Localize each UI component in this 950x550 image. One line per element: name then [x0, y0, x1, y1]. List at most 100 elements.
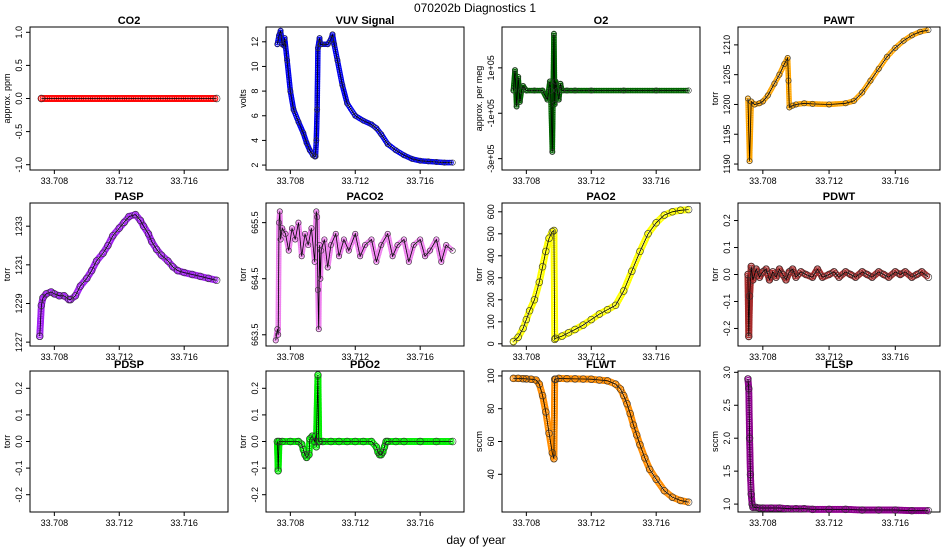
pdwt-title: PDWT: [823, 191, 856, 203]
co2-xtick-label: 33.712: [105, 176, 133, 186]
pao2-data-point: [558, 332, 566, 340]
vuv-signal-data-point: [295, 118, 302, 125]
o2-data-point: [531, 87, 538, 94]
pdwt-data-point: [841, 268, 850, 276]
pdwt-data-point: [818, 273, 827, 281]
pawt-xtick-label: 33.708: [749, 176, 777, 186]
pdwt-data-point: [749, 276, 757, 284]
pao2-data-point: [542, 247, 550, 256]
pasp-ytick-label: 1229: [14, 293, 24, 313]
pdwt-ytick-label: -0.2: [722, 321, 732, 337]
pdo2-xtick-label: 33.716: [406, 518, 434, 528]
pdwt-data-point: [901, 268, 909, 276]
flsp-data-point: [775, 504, 784, 512]
pawt-data-point: [744, 95, 751, 102]
pasp-data-point: [42, 290, 50, 298]
flsp-data-point: [745, 385, 753, 393]
pawt-ytick-label: 1210: [722, 35, 732, 55]
vuv-signal-ytick-label: 12: [250, 37, 260, 47]
flwt-title: FLWT: [586, 359, 616, 371]
flwt-data-point: [616, 385, 625, 393]
paco2-data-point: [324, 264, 331, 271]
pdo2-data-point: [273, 437, 282, 446]
o2-data-point: [549, 148, 556, 155]
pasp-data-point: [83, 274, 91, 283]
pdwt-sample-marker: [840, 269, 848, 277]
paco2-data-point: [274, 326, 281, 333]
flsp-data-point: [792, 505, 800, 513]
o2-ylabel: approx. per meg: [474, 66, 484, 132]
panel-pawt: PAWT torr 33.708 33.712 33.716 1190 1195 1200 12…: [710, 15, 941, 186]
flwt-ylabel: sccm: [474, 431, 484, 452]
figure-xlabel: day of year: [446, 533, 505, 547]
pawt-sample-marker: [892, 45, 899, 51]
pasp-data-point: [164, 257, 172, 265]
pdwt-sample-marker: [923, 272, 931, 280]
pdsp-xtick-label: 33.716: [170, 518, 198, 528]
vuv-signal-data-point: [312, 153, 319, 160]
paco2-data-point: [316, 242, 323, 249]
flsp-data-point: [767, 504, 775, 512]
flwt-data-point: [555, 374, 563, 383]
vuv-signal-data-point: [344, 100, 351, 107]
vuv-signal-data-point: [274, 41, 281, 48]
paco2-series-line: [275, 211, 453, 341]
pasp-data-point: [109, 232, 117, 240]
vuv-signal-data-point: [331, 41, 338, 48]
vuv-signal-data-point: [400, 152, 407, 159]
paco2-plot-frame: [265, 202, 465, 347]
o2-data-point: [685, 87, 692, 94]
vuv-signal-data-point: [316, 35, 323, 42]
pdo2-data-point: [382, 437, 390, 446]
co2-xtick-label: 33.708: [41, 176, 69, 186]
pdo2-ytick-label: 0.1: [250, 409, 260, 422]
pdwt-data-point: [782, 276, 790, 284]
paco2-title: PACO2: [346, 191, 383, 203]
flsp-data-point: [747, 490, 755, 498]
pdwt-xtick-label: 33.716: [882, 352, 910, 362]
pasp-data-point: [37, 301, 46, 310]
pdo2-data-point: [379, 448, 387, 456]
pao2-data-point: [551, 334, 560, 342]
pasp-data-point: [196, 272, 205, 281]
pawt-data-point: [759, 98, 766, 105]
pawt-sample-marker: [852, 96, 859, 103]
flwt-data-point: [595, 376, 604, 384]
pdwt-data-point: [884, 273, 893, 281]
flsp-ytick-label: 1.5: [722, 465, 732, 478]
pasp-data-point: [99, 249, 107, 257]
pasp-data-point: [131, 210, 140, 219]
pdsp-xtick-label: 33.712: [105, 518, 133, 528]
vuv-signal-data-point: [300, 130, 307, 137]
flwt-data-point: [535, 380, 544, 388]
pdo2-data-point: [302, 453, 311, 462]
pawt-sample-marker: [854, 94, 861, 101]
pdo2-data-point: [367, 437, 376, 446]
pao2-data-point: [603, 306, 612, 314]
pdo2-xtick-label: 33.708: [277, 518, 305, 528]
flwt-data-point: [571, 375, 579, 383]
pdo2-data-point: [314, 371, 322, 379]
paco2-xtick-label: 33.708: [277, 352, 305, 362]
flsp-xtick-label: 33.708: [749, 518, 777, 528]
vuv-signal-series-line: [277, 30, 453, 164]
pawt-data-point: [842, 100, 849, 107]
pdsp-ytick-label: 0.2: [14, 382, 24, 395]
flwt-data-point: [548, 449, 557, 457]
vuv-signal-data-point: [280, 42, 287, 49]
paco2-data-point: [285, 247, 292, 254]
pao2-data-point: [522, 315, 531, 324]
pdo2-ytick-label: 0.0: [250, 435, 260, 448]
vuv-signal-plot-frame: [265, 26, 465, 171]
paco2-data-point: [277, 236, 284, 243]
pdwt-data-point: [858, 268, 866, 276]
pdsp-ylabel: torr: [2, 435, 12, 449]
pao2-xtick-label: 33.708: [513, 352, 541, 362]
flwt-data-point: [633, 431, 641, 439]
pdo2-data-point: [310, 437, 319, 446]
flwt-data-point: [514, 374, 522, 383]
pawt-data-point: [875, 65, 882, 72]
pdwt-data-point: [918, 268, 926, 276]
pasp-data-point: [148, 237, 156, 246]
pawt-ytick-label: 1195: [722, 125, 732, 144]
